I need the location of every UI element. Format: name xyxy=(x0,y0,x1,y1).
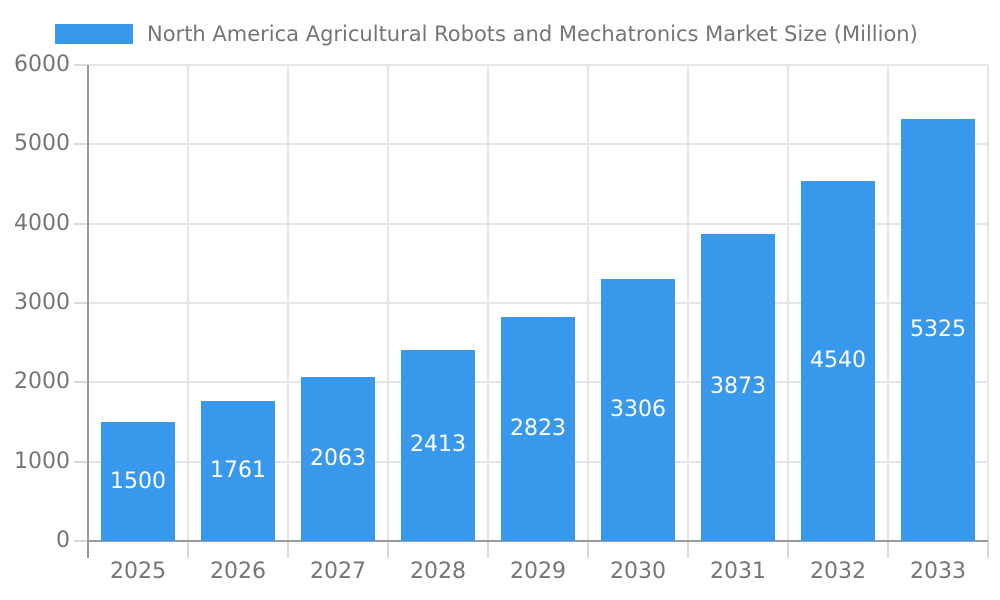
gridline-horizontal xyxy=(88,222,988,225)
bar-value-label: 2823 xyxy=(510,416,566,442)
y-axis-tick xyxy=(74,143,88,146)
bar-2031[interactable] xyxy=(701,233,775,541)
x-axis-tick-label: 2029 xyxy=(510,559,566,584)
x-axis-tick xyxy=(887,541,889,558)
bar-value-label: 3873 xyxy=(710,374,766,400)
x-axis-tick xyxy=(787,541,789,558)
x-axis-line xyxy=(88,540,988,542)
bar-2026[interactable] xyxy=(201,401,275,541)
bar-value-label: 1761 xyxy=(210,458,266,484)
legend-label[interactable]: North America Agricultural Robots and Me… xyxy=(147,22,918,46)
x-axis-tick xyxy=(687,541,689,558)
bar-2029[interactable] xyxy=(501,317,575,541)
x-axis-tick xyxy=(287,541,289,558)
x-axis-tick xyxy=(487,541,489,558)
bar-2033[interactable] xyxy=(901,118,975,541)
x-axis-tick-label: 2026 xyxy=(210,559,266,584)
x-axis-tick xyxy=(987,541,989,558)
x-axis-tick xyxy=(387,541,389,558)
bar-value-label: 4540 xyxy=(810,347,866,373)
gridline-horizontal xyxy=(88,143,988,146)
gridline-vertical xyxy=(787,65,789,541)
y-axis-line xyxy=(87,65,89,558)
x-axis-tick xyxy=(187,541,189,558)
x-axis-tick-label: 2031 xyxy=(710,559,766,584)
x-axis-tick-label: 2028 xyxy=(410,559,466,584)
gridline-vertical xyxy=(487,65,489,541)
bar-value-label: 2063 xyxy=(310,446,366,472)
bar-value-label: 1500 xyxy=(110,468,166,494)
bar-value-label: 5325 xyxy=(910,316,966,342)
bar-2030[interactable] xyxy=(601,278,675,541)
y-axis-tick xyxy=(74,381,88,384)
y-axis-tick-label: 5000 xyxy=(14,131,70,157)
gridline-vertical xyxy=(587,65,589,541)
bar-2025[interactable] xyxy=(101,422,175,541)
y-axis-tick xyxy=(74,302,88,304)
y-axis-tick-label: 2000 xyxy=(14,369,70,395)
gridline-horizontal xyxy=(88,302,988,304)
legend-swatch[interactable] xyxy=(55,24,133,44)
y-axis-tick-label: 0 xyxy=(56,528,70,553)
gridline-horizontal xyxy=(88,64,988,66)
gridline-vertical xyxy=(187,65,189,541)
x-axis-tick-label: 2033 xyxy=(910,559,966,584)
gridline-vertical xyxy=(687,65,689,541)
x-axis-tick-label: 2025 xyxy=(110,559,166,584)
y-axis-tick-label: 1000 xyxy=(14,448,70,474)
gridline-vertical xyxy=(987,65,989,541)
gridline-vertical xyxy=(387,65,389,541)
x-axis-tick-label: 2027 xyxy=(310,559,366,584)
y-axis-tick-label: 6000 xyxy=(14,52,70,77)
bar-value-label: 3306 xyxy=(610,396,666,422)
x-axis-tick-label: 2032 xyxy=(810,559,866,584)
bar-value-label: 2413 xyxy=(410,432,466,458)
gridline-vertical xyxy=(887,65,889,541)
y-axis-tick xyxy=(74,222,88,225)
y-axis-tick xyxy=(74,540,88,542)
x-axis-tick xyxy=(587,541,589,558)
x-axis-tick-label: 2030 xyxy=(610,559,666,584)
y-axis-tick xyxy=(74,64,88,66)
bar-2032[interactable] xyxy=(801,180,875,541)
gridline-vertical xyxy=(287,65,289,541)
y-axis-tick-label: 4000 xyxy=(14,210,70,236)
bar-2028[interactable] xyxy=(401,349,475,541)
y-axis-tick-label: 3000 xyxy=(14,290,70,315)
bar-2027[interactable] xyxy=(301,377,375,541)
y-axis-tick xyxy=(74,460,88,463)
